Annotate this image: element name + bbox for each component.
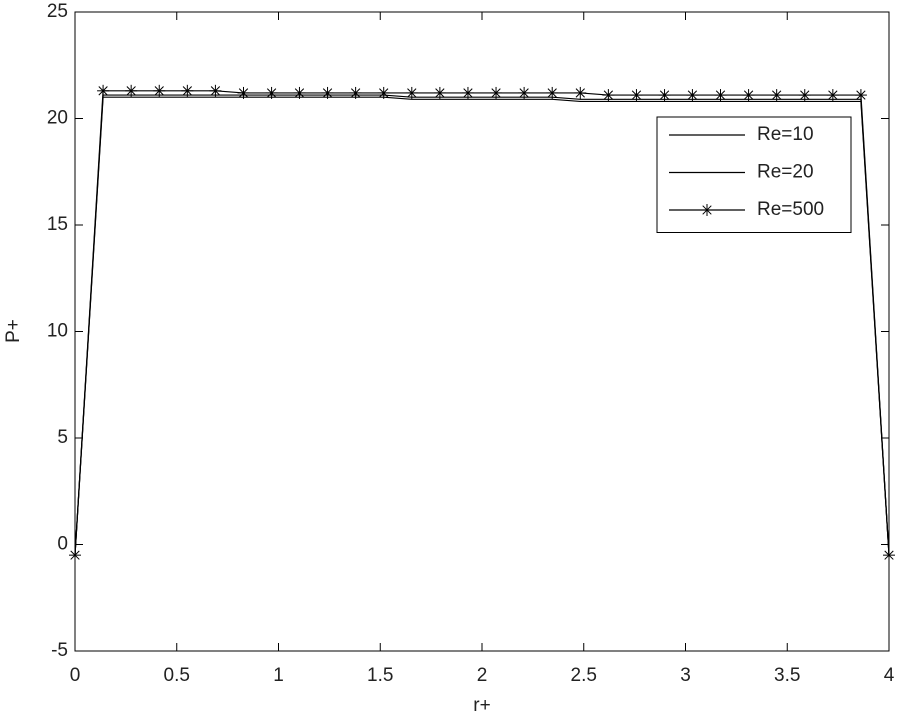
marker-stroke — [772, 90, 782, 100]
marker-stroke — [702, 205, 712, 215]
data-marker — [321, 86, 334, 99]
x-tick-label: 0.5 — [164, 665, 190, 686]
y-tick-label: 20 — [47, 108, 68, 129]
marker-stroke — [379, 88, 389, 98]
marker-stroke — [322, 88, 333, 98]
marker-stroke — [182, 86, 192, 96]
data-marker — [153, 84, 166, 97]
marker-stroke — [98, 86, 108, 96]
marker-stroke — [350, 88, 361, 98]
legend-marker — [701, 204, 713, 216]
data-marker — [798, 89, 811, 102]
marker-stroke — [435, 88, 445, 98]
marker-stroke — [407, 88, 417, 98]
marker-stroke — [715, 90, 726, 100]
data-marker — [349, 86, 362, 99]
data-marker — [293, 86, 306, 99]
marker-stroke — [884, 550, 894, 560]
data-marker — [742, 89, 755, 102]
x-tick-label: 1.5 — [367, 665, 393, 686]
x-tick-label: 4 — [884, 665, 895, 686]
marker-stroke — [687, 90, 698, 100]
marker-stroke — [154, 86, 164, 96]
data-marker — [125, 84, 138, 97]
marker-stroke — [659, 90, 670, 100]
data-marker — [714, 89, 727, 102]
marker-stroke — [519, 88, 529, 98]
data-marker — [69, 549, 81, 562]
data-marker — [265, 86, 278, 99]
legend-label: Re=20 — [757, 162, 814, 183]
data-marker — [883, 549, 895, 562]
x-tick-label: 3.5 — [774, 665, 800, 686]
data-marker — [826, 89, 839, 102]
data-marker — [209, 84, 222, 97]
marker-stroke — [70, 550, 80, 560]
x-tick-label: 0 — [70, 665, 81, 686]
marker-stroke — [547, 88, 557, 98]
data-marker — [602, 89, 615, 102]
data-line — [74, 96, 890, 556]
marker-stroke — [631, 90, 642, 100]
y-tick-label: 15 — [47, 214, 68, 235]
data-marker — [518, 86, 531, 99]
marker-stroke — [238, 88, 249, 98]
data-line — [74, 94, 890, 556]
y-tick-label: -5 — [51, 640, 68, 661]
y-tick-label: 10 — [47, 321, 68, 342]
data-marker — [237, 86, 250, 99]
x-axis-label: r+ — [473, 695, 490, 716]
x-tick-label: 3 — [680, 665, 691, 686]
data-marker — [377, 86, 390, 99]
marker-stroke — [743, 90, 754, 100]
marker-stroke — [800, 90, 810, 100]
marker-stroke — [491, 88, 501, 98]
data-marker — [546, 86, 559, 99]
data-marker — [490, 86, 503, 99]
data-marker — [686, 89, 699, 102]
y-tick-label: 5 — [57, 427, 68, 448]
legend-label: Re=10 — [757, 124, 814, 145]
marker-stroke — [856, 90, 866, 100]
data-marker — [433, 86, 446, 99]
data-marker — [630, 89, 643, 102]
legend-box — [656, 116, 852, 233]
marker-stroke — [126, 86, 136, 96]
data-marker — [770, 89, 783, 102]
legend-label: Re=500 — [757, 199, 824, 220]
y-tick-label: 0 — [57, 534, 68, 555]
y-axis-label: P+ — [3, 319, 24, 343]
marker-stroke — [575, 88, 585, 98]
x-tick-label: 2.5 — [571, 665, 597, 686]
x-tick-label: 2 — [477, 665, 488, 686]
data-marker — [181, 84, 194, 97]
data-marker — [658, 89, 671, 102]
data-marker — [854, 89, 867, 102]
marker-stroke — [294, 88, 305, 98]
data-marker — [405, 86, 418, 99]
marker-stroke — [603, 90, 614, 100]
y-tick-label: 25 — [47, 1, 68, 22]
data-marker — [97, 84, 110, 97]
data-marker — [574, 86, 587, 99]
marker-stroke — [210, 86, 221, 96]
x-tick-label: 1 — [273, 665, 284, 686]
marker-stroke — [463, 88, 473, 98]
data-marker — [461, 86, 474, 99]
marker-stroke — [828, 90, 838, 100]
marker-stroke — [266, 88, 277, 98]
